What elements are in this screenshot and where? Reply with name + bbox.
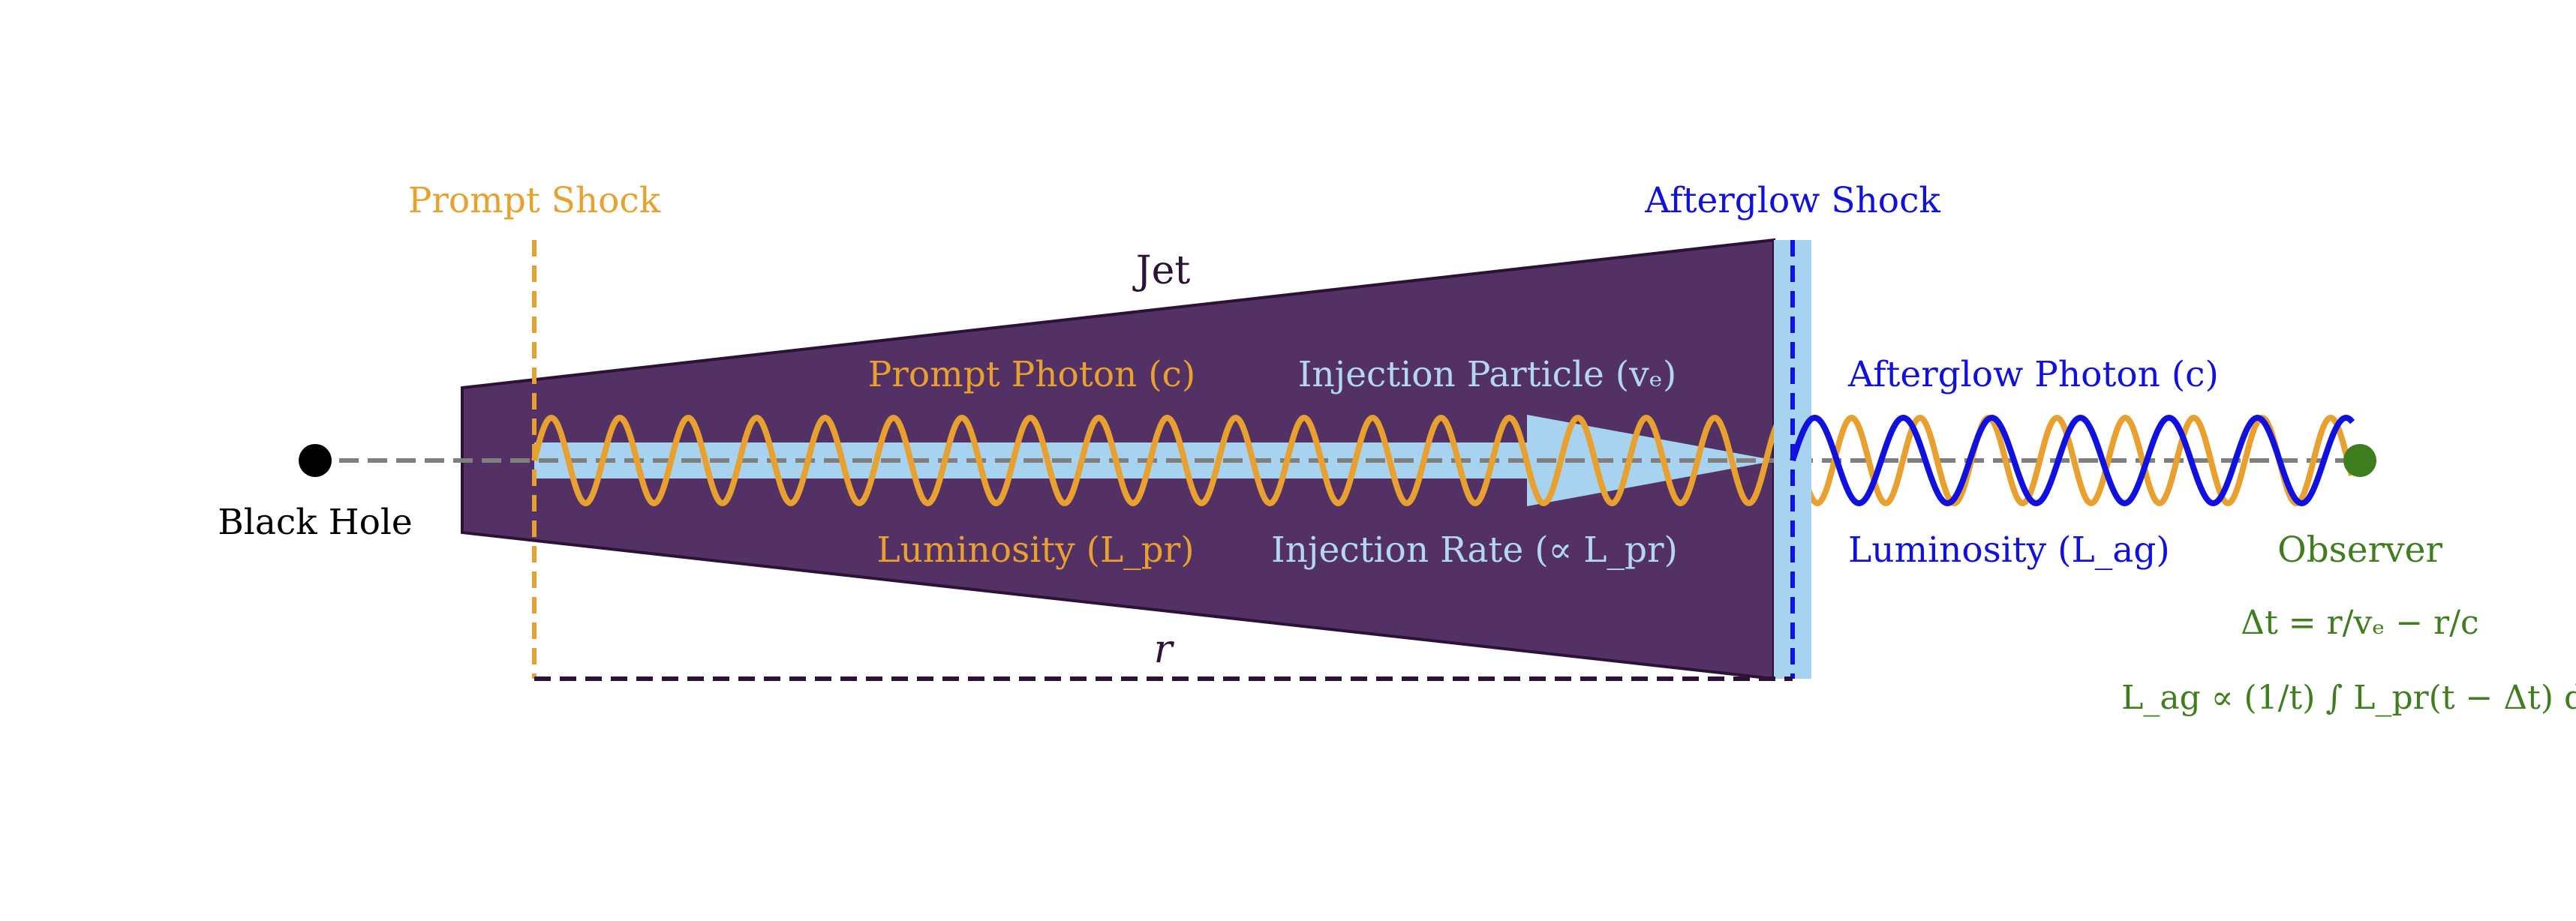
black-hole-dot — [299, 444, 332, 477]
luminosity-afterglow-label: Luminosity (L_ag) — [1848, 530, 2170, 571]
luminosity-prompt-label: Luminosity (L_pr) — [876, 530, 1194, 571]
afterglow-photon-wave — [1790, 415, 2355, 506]
delay-equation: Δt = r/vₑ − r/c — [2241, 604, 2478, 642]
observer-dot — [2343, 444, 2376, 477]
afterglow-luminosity-equation: L_ag ∝ (1/t) ∫ L_pr(t − Δt) dt — [2121, 679, 2576, 717]
prompt-photon-label: Prompt Photon (c) — [868, 354, 1195, 395]
afterglow-photon-label: Afterglow Photon (c) — [1847, 354, 2219, 395]
afterglow-shock-label: Afterglow Shock — [1644, 180, 1940, 221]
observer-label: Observer — [2277, 530, 2442, 571]
black-hole-label: Black Hole — [218, 502, 412, 543]
prompt-photon-wave — [531, 415, 2355, 506]
injection-rate-label: Injection Rate (∝ L_pr) — [1271, 530, 1678, 571]
prompt-shock-label: Prompt Shock — [408, 180, 661, 221]
distance-label: r — [1154, 627, 1175, 672]
injection-particle-label: Injection Particle (vₑ) — [1298, 354, 1676, 395]
jet-label: Jet — [1132, 248, 1191, 293]
